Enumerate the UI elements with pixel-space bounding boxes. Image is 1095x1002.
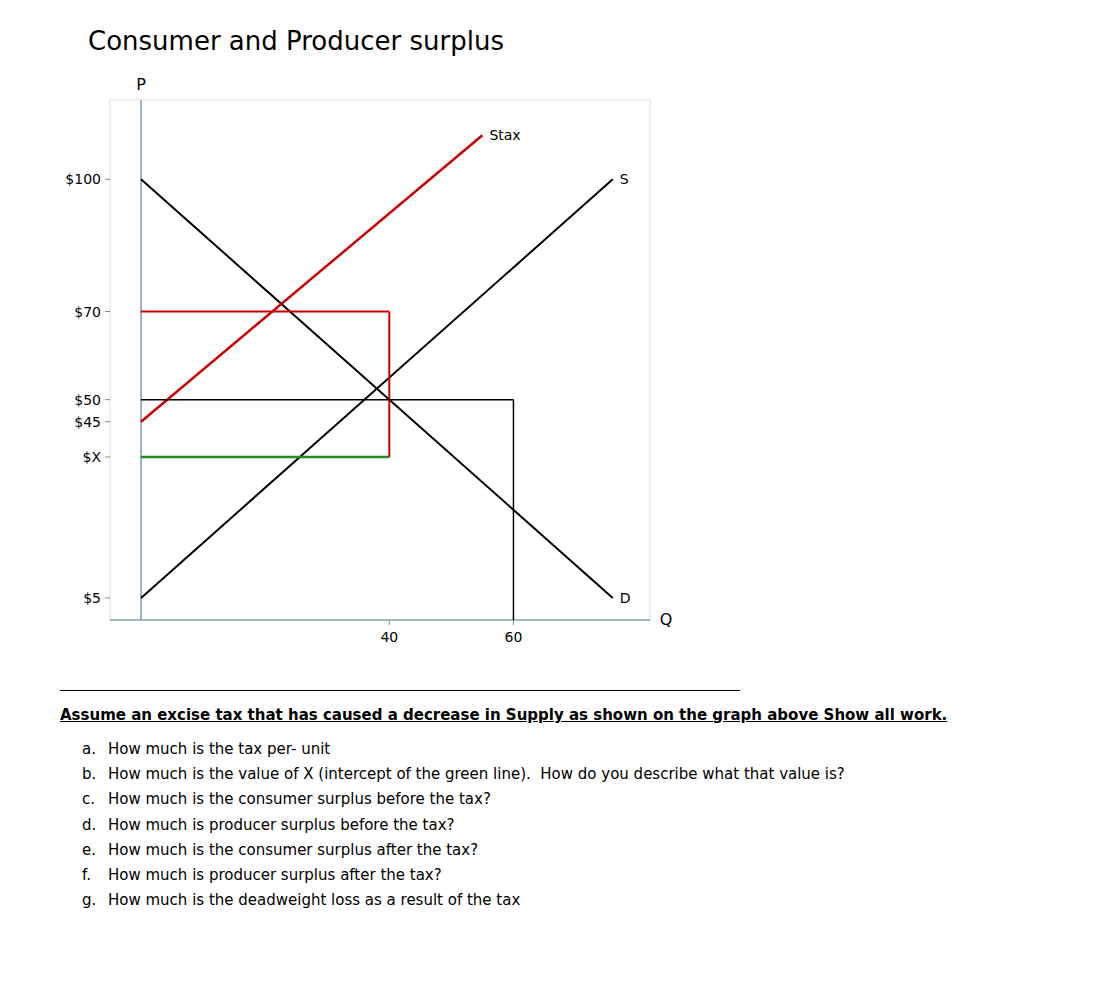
x-tick-label: 60 [505, 629, 523, 645]
questions: a.How much is the tax per- unitb.How muc… [60, 739, 1020, 911]
plot-marks [141, 135, 613, 620]
y-tick-label: $X [83, 449, 102, 465]
question: g.How much is the deadweight loss as a r… [82, 890, 1020, 910]
question-letter: b. [82, 764, 108, 784]
y-axis-line [140, 100, 141, 620]
series-label: Stax [489, 127, 520, 143]
y-tick-label: $45 [74, 414, 101, 430]
question-text: How much is the deadweight loss as a res… [108, 890, 520, 910]
x-tick [389, 620, 390, 625]
question-text: How much is the tax per- unit [108, 739, 330, 759]
instructions: Assume an excise tax that has caused a d… [60, 705, 1020, 727]
series-line [141, 179, 613, 598]
series-line [141, 179, 613, 598]
question: c.How much is the consumer surplus befor… [82, 789, 1020, 809]
question: f.How much is producer surplus after the… [82, 865, 1020, 885]
y-axis-label: P [136, 75, 146, 94]
y-tick-label: $5 [83, 590, 101, 606]
y-tick-label: $50 [74, 392, 101, 408]
plot-frame [110, 100, 650, 620]
series-line [141, 311, 389, 313]
question: e.How much is the consumer surplus after… [82, 840, 1020, 860]
series-line [388, 312, 390, 457]
x-tick-label: 40 [380, 629, 398, 645]
question: b.How much is the value of X (intercept … [82, 764, 1020, 784]
series-line [141, 456, 389, 459]
question-letter: f. [82, 865, 108, 885]
x-tick [513, 620, 514, 625]
question-text: How much is the consumer surplus after t… [108, 840, 478, 860]
y-tick [105, 597, 110, 598]
y-tick [105, 456, 110, 457]
question-text: How much is the value of X (intercept of… [108, 764, 845, 784]
y-tick [105, 421, 110, 422]
question-letter: e. [82, 840, 108, 860]
separator [60, 690, 740, 691]
question-letter: c. [82, 789, 108, 809]
x-axis-line [110, 619, 650, 620]
y-tick-label: $70 [74, 304, 101, 320]
series-line [141, 135, 482, 421]
question: d.How much is producer surplus before th… [82, 815, 1020, 835]
question-text: How much is the consumer surplus before … [108, 789, 491, 809]
question-letter: a. [82, 739, 108, 759]
text-section: Assume an excise tax that has caused a d… [60, 690, 1020, 916]
question-letter: g. [82, 890, 108, 910]
y-tick [105, 311, 110, 312]
y-tick-label: $100 [65, 171, 101, 187]
series-label: S [620, 171, 629, 187]
question-text: How much is producer surplus before the … [108, 815, 454, 835]
question-letter: d. [82, 815, 108, 835]
series-line [141, 399, 513, 401]
x-axis-label: Q [660, 610, 673, 629]
question: a.How much is the tax per- unit [82, 739, 1020, 759]
y-tick [105, 179, 110, 180]
question-text: How much is producer surplus after the t… [108, 865, 442, 885]
y-tick [105, 399, 110, 400]
series-line [513, 400, 515, 620]
title: Consumer and Producer surplus [88, 26, 504, 56]
series-label: D [620, 590, 631, 606]
